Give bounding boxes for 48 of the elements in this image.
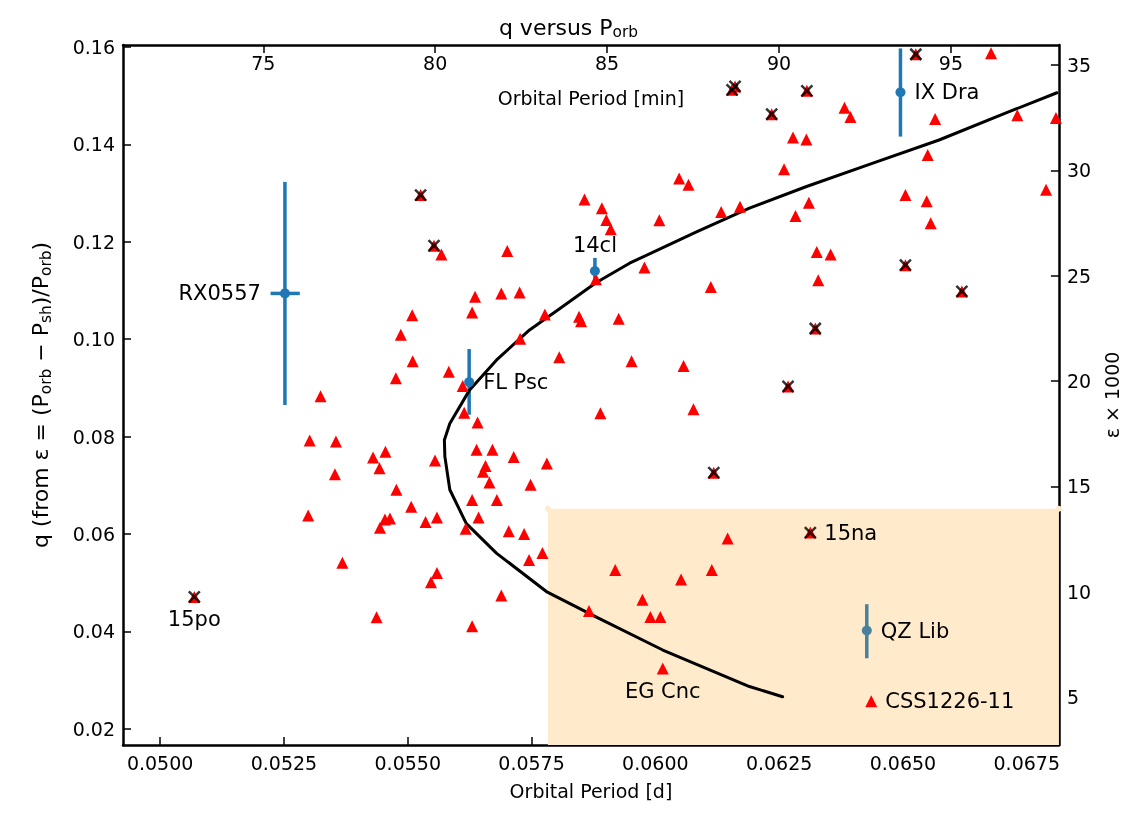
y-tick-label: 0.10 [72, 328, 115, 351]
x2-tick-label: 75 [251, 51, 276, 74]
x-tick-label: 0.0575 [498, 751, 565, 774]
x-tick-label: 0.0650 [869, 751, 937, 774]
y2-tick-label: 35 [1066, 54, 1092, 77]
x2-axis-title: Orbital Period [min] [497, 86, 685, 109]
annotation: QZ Lib [880, 618, 950, 643]
y2-tick-label: 5 [1066, 685, 1080, 708]
annotation: 15po [167, 607, 221, 632]
annotation: RX0557 [178, 281, 261, 306]
point [1055, 505, 1062, 512]
point [279, 288, 290, 299]
y-tick-label: 0.08 [72, 425, 115, 448]
x-tick-label: 0.0625 [745, 751, 813, 774]
point [464, 377, 475, 388]
x-tick-label: 0.0550 [374, 751, 441, 774]
x2-tick-label: 95 [938, 51, 964, 74]
x-tick-label: 0.0600 [622, 751, 689, 774]
y2-tick-label: 30 [1066, 159, 1092, 182]
x2-tick-label: 80 [423, 51, 448, 74]
y-tick-label: 0.12 [72, 230, 115, 253]
x-tick-label: 0.0500 [126, 751, 194, 774]
y2-tick-label: 20 [1066, 369, 1092, 392]
point [861, 625, 872, 636]
y-tick-label: 0.06 [72, 523, 115, 546]
annotation: FL Psc [483, 370, 549, 395]
y2-tick-label: 25 [1066, 264, 1092, 287]
point [544, 505, 551, 512]
y-axis-title: q (from ε = (Porb − Psh)/Porb) [28, 241, 55, 549]
x-tick-label: 0.0525 [250, 751, 318, 774]
annotation: CSS1226-11 [885, 689, 1015, 714]
annotation: EG Cnc [624, 679, 701, 704]
annotation: 15na [824, 520, 878, 545]
x-axis-title: Orbital Period [d] [509, 779, 673, 802]
y-tick-label: 0.04 [72, 620, 115, 643]
x2-tick-label: 85 [595, 51, 620, 74]
y-tick-label: 0.14 [72, 133, 115, 156]
y2-tick-label: 15 [1066, 475, 1092, 498]
x-tick-label: 0.0675 [993, 751, 1060, 774]
annotation: IX Dra [914, 80, 980, 105]
annotation: 14cl [572, 232, 617, 257]
point [589, 266, 600, 277]
y2-tick-label: 10 [1066, 580, 1092, 603]
y-tick-label: 0.02 [72, 717, 115, 740]
y2-axis-title: ε × 1000 [1100, 351, 1123, 439]
y-tick-label: 0.16 [72, 35, 115, 58]
x2-tick-label: 90 [766, 51, 792, 74]
point [895, 87, 906, 98]
